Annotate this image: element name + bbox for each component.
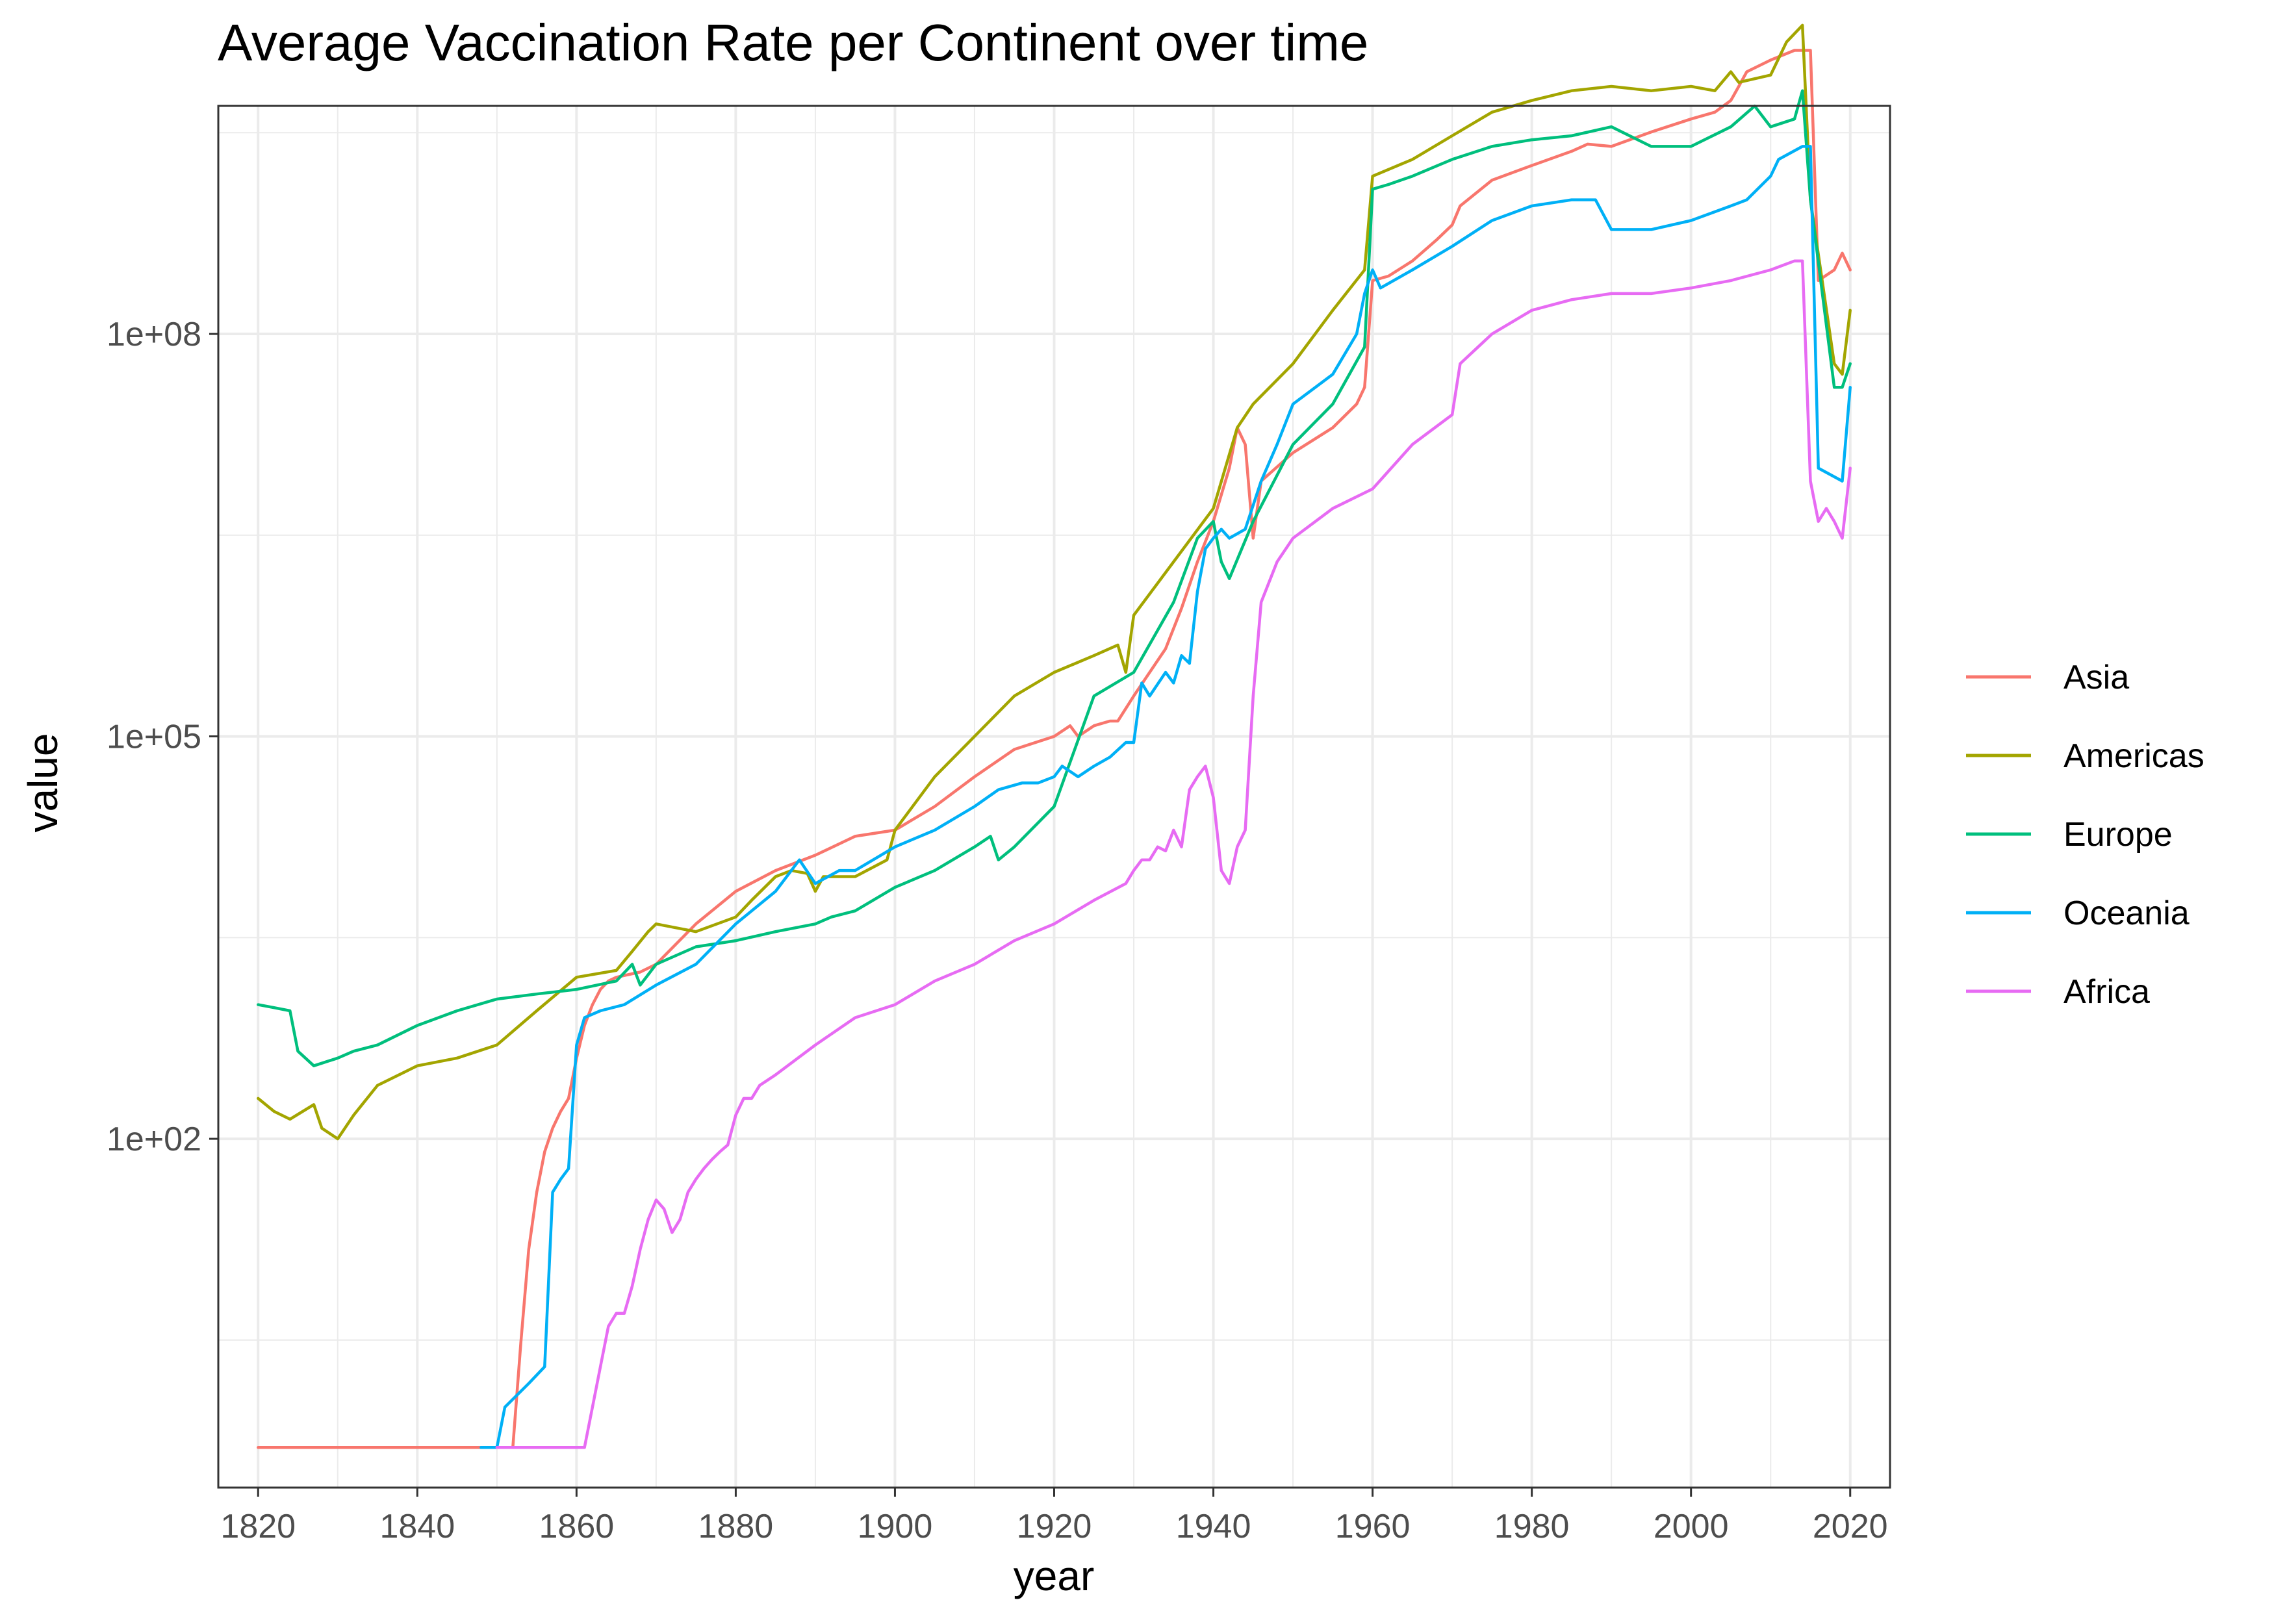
x-tick-label: 1980 <box>1494 1508 1570 1545</box>
y-tick-label: 1e+05 <box>107 718 201 756</box>
x-tick-label: 1860 <box>539 1508 615 1545</box>
y-axis: 1e+02 1e+05 1e+08 <box>107 316 218 1158</box>
series-line-asia <box>257 49 1852 1449</box>
x-tick-label: 1880 <box>698 1508 774 1545</box>
series-line-oceania <box>479 145 1852 1449</box>
chart-title: Average Vaccination Rate per Continent o… <box>218 14 1368 71</box>
series-lines <box>257 23 1852 1449</box>
x-tick-label: 1960 <box>1335 1508 1411 1545</box>
legend: Asia Americas Europe Oceania Africa <box>1966 659 2204 1011</box>
series-line-americas <box>257 23 1852 1141</box>
legend-label-asia: Asia <box>2063 659 2129 696</box>
legend-label-oceania: Oceania <box>2063 894 2190 932</box>
y-tick-label: 1e+02 <box>107 1121 201 1158</box>
legend-label-americas: Americas <box>2063 737 2204 775</box>
x-tick-label: 1820 <box>220 1508 296 1545</box>
x-tick-label: 2000 <box>1654 1508 1729 1545</box>
legend-label-europe: Europe <box>2063 816 2173 854</box>
x-tick-label: 1940 <box>1176 1508 1251 1545</box>
legend-label-africa: Africa <box>2063 973 2150 1011</box>
x-tick-label: 1840 <box>379 1508 455 1545</box>
series-line-africa <box>495 259 1852 1449</box>
x-tick-label: 1900 <box>858 1508 933 1545</box>
x-axis-title: year <box>1014 1553 1095 1599</box>
y-tick-label: 1e+08 <box>107 316 201 353</box>
major-gridlines <box>218 106 1890 1488</box>
series-line-europe <box>257 89 1852 1067</box>
y-axis-title: value <box>19 733 66 833</box>
x-tick-label: 1920 <box>1017 1508 1092 1545</box>
x-tick-label: 2020 <box>1813 1508 1888 1545</box>
x-axis: 1820 1840 1860 1880 1900 1920 1940 1960 1980 2000… <box>220 1488 1888 1545</box>
